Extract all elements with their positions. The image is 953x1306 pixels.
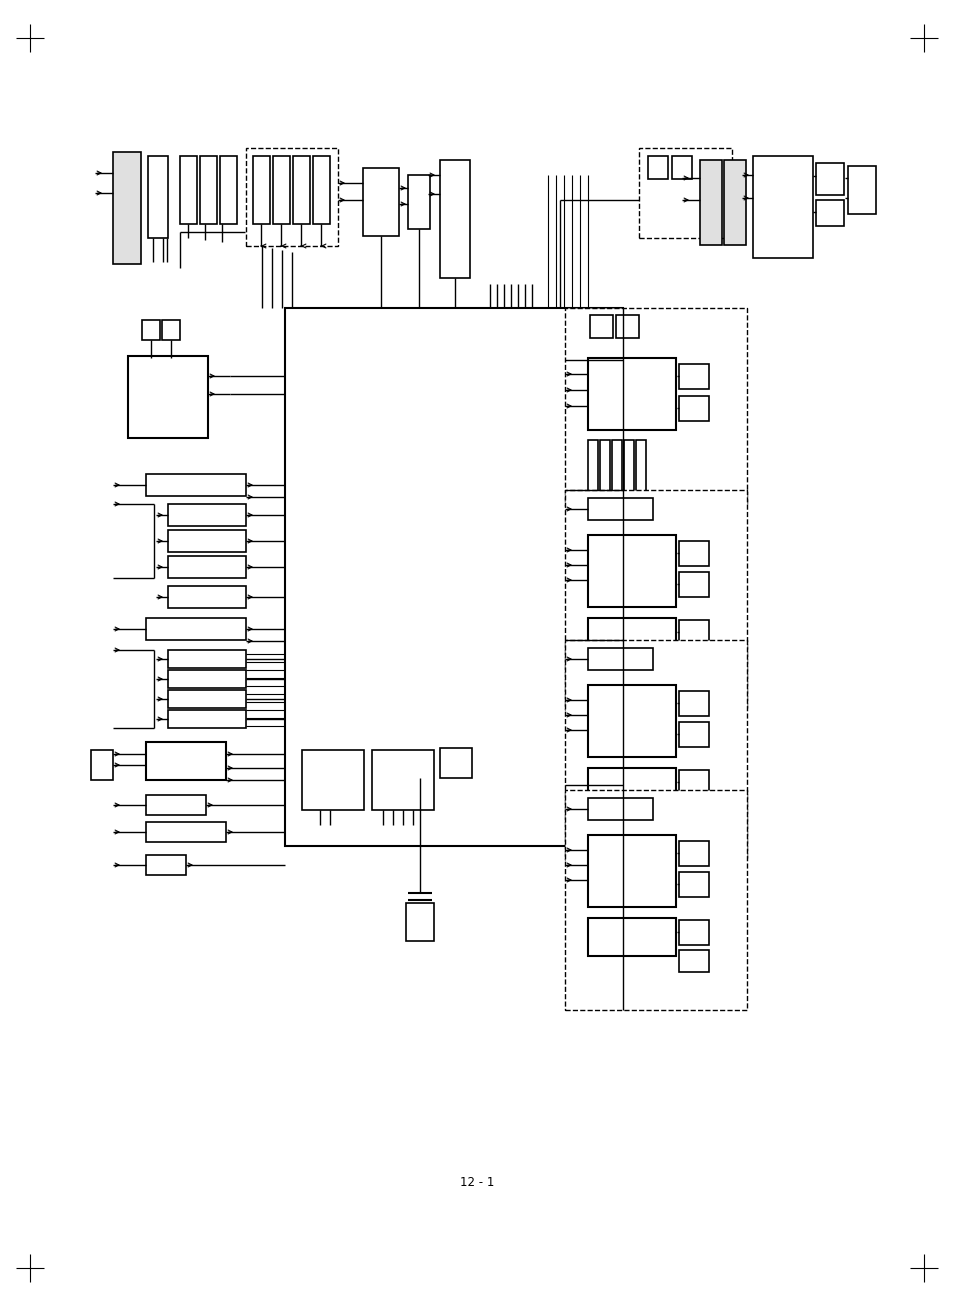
Bar	[623, 440, 634, 495]
Bar	[273, 155, 290, 225]
Bar	[612, 440, 621, 495]
Bar	[847, 166, 875, 214]
Bar	[220, 155, 236, 225]
Bar	[285, 308, 622, 846]
Bar	[168, 710, 246, 727]
Bar	[168, 556, 246, 579]
Bar	[587, 535, 676, 607]
Bar	[200, 155, 216, 225]
Bar	[587, 618, 676, 656]
Bar	[679, 771, 708, 795]
Bar	[439, 748, 472, 778]
Bar	[564, 490, 746, 710]
Bar	[313, 155, 330, 225]
Bar	[564, 790, 746, 1010]
Bar	[587, 498, 652, 520]
Bar	[246, 148, 337, 246]
Bar	[253, 155, 270, 225]
Bar	[700, 161, 721, 246]
Bar	[679, 541, 708, 565]
Bar	[679, 620, 708, 645]
Bar	[599, 440, 609, 495]
Bar	[128, 357, 208, 438]
Bar	[148, 155, 168, 238]
Bar	[564, 308, 746, 505]
Bar	[146, 742, 226, 780]
Bar	[180, 155, 196, 225]
Bar	[363, 168, 398, 236]
Bar	[815, 200, 843, 226]
Bar	[587, 835, 676, 906]
Bar	[679, 722, 708, 747]
Bar	[293, 155, 310, 225]
Bar	[564, 640, 746, 859]
Bar	[589, 315, 613, 338]
Bar	[168, 530, 246, 552]
Bar	[679, 841, 708, 866]
Bar	[146, 795, 206, 815]
Bar	[815, 163, 843, 195]
Bar	[168, 586, 246, 609]
Bar	[168, 504, 246, 526]
Bar	[671, 155, 691, 179]
Bar	[587, 918, 676, 956]
Bar	[587, 768, 676, 806]
Bar	[679, 572, 708, 597]
Bar	[91, 750, 112, 780]
Bar	[639, 148, 731, 238]
Bar	[112, 151, 141, 264]
Bar	[168, 670, 246, 688]
Bar	[168, 690, 246, 708]
Bar	[146, 618, 246, 640]
Bar	[587, 686, 676, 757]
Bar	[587, 798, 652, 820]
Bar	[168, 650, 246, 667]
Bar	[587, 358, 676, 430]
Bar	[162, 320, 180, 340]
Bar	[587, 440, 598, 495]
Bar	[302, 750, 364, 810]
Bar	[679, 364, 708, 389]
Bar	[636, 440, 645, 495]
Bar	[439, 161, 470, 278]
Bar	[679, 919, 708, 946]
Bar	[146, 474, 246, 496]
Bar	[679, 650, 708, 673]
Bar	[146, 855, 186, 875]
Bar	[679, 801, 708, 821]
Bar	[587, 648, 652, 670]
Bar	[723, 161, 745, 246]
Bar	[616, 315, 639, 338]
Bar	[752, 155, 812, 259]
Bar	[679, 396, 708, 421]
Text: 12 - 1: 12 - 1	[459, 1175, 494, 1188]
Bar	[679, 949, 708, 972]
Bar	[647, 155, 667, 179]
Bar	[142, 320, 160, 340]
Bar	[679, 872, 708, 897]
Bar	[406, 902, 434, 942]
Bar	[146, 821, 226, 842]
Bar	[372, 750, 434, 810]
Bar	[679, 691, 708, 716]
Bar	[408, 175, 430, 229]
